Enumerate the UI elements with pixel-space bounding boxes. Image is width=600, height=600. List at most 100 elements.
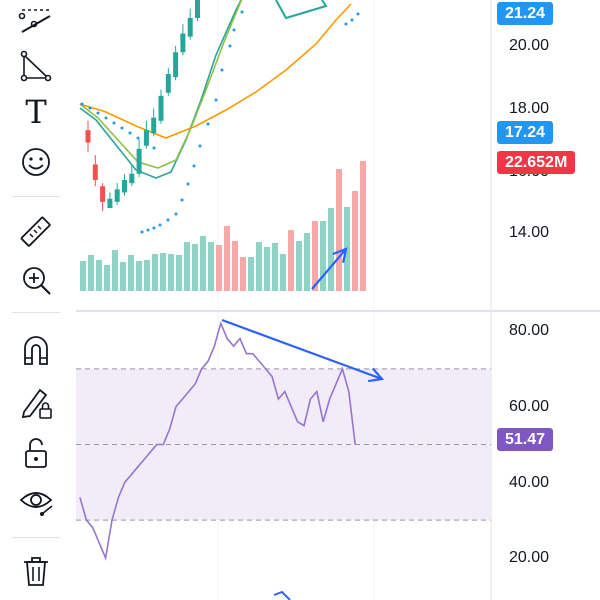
volume-bar (336, 169, 342, 291)
unlock-all-icon (25, 438, 47, 468)
emoji-tool-button[interactable] (14, 140, 58, 184)
rsi-value-badge: 51.47 (497, 428, 554, 451)
lock-drawings-button[interactable] (14, 380, 58, 424)
toolbar-separator (12, 537, 60, 538)
trend-line-tool-button[interactable] (14, 0, 58, 44)
volume-bar (120, 262, 126, 291)
sar-dot (158, 223, 162, 227)
sar-dot (136, 136, 140, 140)
volume-bar (352, 191, 358, 291)
parabolic-sar-dots (80, 10, 360, 234)
sar-dot (88, 106, 92, 110)
rsi-axis-label: 20.00 (509, 549, 550, 566)
sar-dot (350, 18, 354, 22)
volume-bar (200, 236, 206, 291)
triangle-pattern-tool-icon (20, 50, 52, 82)
volume-badge: 22.652M (497, 151, 576, 174)
candle-body (195, 0, 200, 18)
volume-bar (280, 254, 286, 291)
magnet-mode-button[interactable] (14, 328, 58, 372)
volume-bar (232, 241, 238, 291)
volume-bar (360, 161, 366, 291)
volume-bar (256, 242, 262, 291)
rsi-axis-label: 40.00 (509, 474, 550, 491)
sar-dot (152, 146, 156, 150)
rsi-axis-label: 80.00 (509, 322, 550, 339)
sar-dot (166, 218, 170, 222)
zoom-in-tool-icon (23, 267, 51, 295)
price-badge-top: 21.24 (497, 2, 554, 25)
triangle-pattern-tool-button[interactable] (14, 44, 58, 88)
candle-body (158, 95, 164, 121)
ma-slow-line (79, 3, 352, 139)
volume-bar (192, 244, 198, 291)
ruler-measure-tool-button[interactable] (14, 210, 58, 254)
price-axis-label: 18.00 (509, 100, 550, 117)
candle-body (180, 33, 186, 53)
sar-dot (186, 182, 190, 186)
sar-dot (120, 126, 124, 130)
volume-bar (272, 243, 278, 291)
sar-dot (198, 144, 202, 148)
candle-body (143, 130, 149, 146)
volume-bar (136, 261, 142, 291)
emoji-tool-icon (22, 148, 50, 176)
sar-dot (214, 98, 218, 102)
chart-canvas[interactable] (76, 0, 600, 600)
volume-bar (320, 221, 326, 291)
volume-bar (176, 255, 182, 291)
text-tool-icon: T (25, 93, 47, 131)
volume-bar (144, 260, 150, 291)
ruler-measure-tool-icon (20, 216, 51, 247)
volume-bars (80, 161, 366, 291)
candle-body (114, 189, 120, 202)
sar-dot (356, 12, 360, 16)
rsi-band (76, 368, 491, 521)
candle-body (187, 17, 193, 37)
candle-body (85, 130, 91, 143)
candlestick-series (85, 0, 200, 212)
volume-bar (208, 242, 214, 291)
unlock-all-button[interactable] (14, 430, 58, 474)
sar-dot (128, 131, 132, 135)
candle-body (92, 164, 98, 181)
sar-dot (96, 111, 100, 115)
delete-drawings-icon (24, 557, 48, 586)
volume-bar (112, 250, 118, 291)
price-axis-label: 14.00 (509, 224, 550, 241)
volume-bar (304, 233, 310, 291)
volume-bar (88, 255, 94, 291)
sar-dot (240, 10, 244, 14)
volume-bar (152, 254, 158, 291)
sar-dot (206, 122, 210, 126)
chart-area[interactable] (76, 0, 600, 600)
volume-trend-arrow (311, 248, 347, 290)
volume-bar (96, 260, 102, 291)
volume-bar (288, 230, 294, 291)
sar-dot (344, 22, 348, 26)
rsi-axis-label: 60.00 (509, 398, 550, 415)
delete-drawings-button[interactable] (14, 548, 58, 592)
price-axis-label: 20.00 (509, 37, 550, 54)
text-tool-button[interactable]: T (14, 90, 58, 134)
pattern-shape-top (275, 0, 328, 20)
lock-drawings-icon (21, 388, 52, 419)
sar-dot (174, 212, 178, 216)
candle-body (122, 180, 127, 193)
toolbar-separator (12, 312, 60, 313)
volume-bar (128, 255, 134, 291)
rsi-series-line (79, 321, 356, 561)
sar-dot (180, 198, 184, 202)
zoom-in-tool-button[interactable] (14, 258, 58, 302)
sar-dot (140, 230, 144, 234)
volume-bar (248, 257, 254, 291)
sar-dot (220, 68, 224, 72)
rsi-line (79, 321, 356, 561)
user-drawings[interactable] (221, 0, 385, 600)
rsi-divergence-arrow-head (367, 367, 385, 383)
hide-drawings-button[interactable] (14, 478, 58, 522)
sar-dot (80, 102, 84, 106)
volume-bar (240, 257, 246, 291)
volume-bar (80, 261, 86, 291)
volume-bar (104, 265, 110, 291)
